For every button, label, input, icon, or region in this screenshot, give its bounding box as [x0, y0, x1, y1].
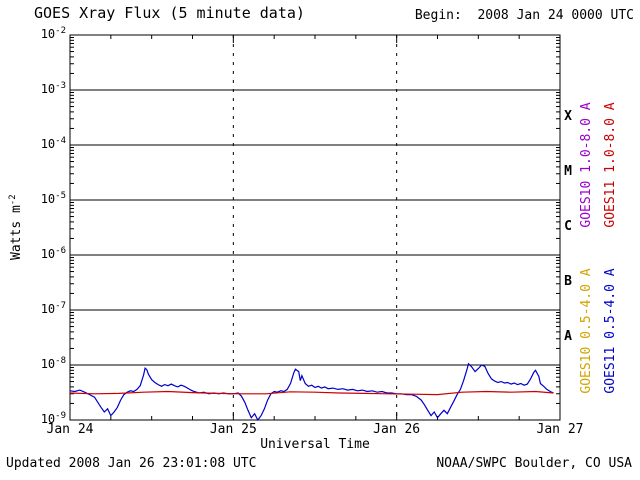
- y-tick-label: 10-7: [40, 301, 66, 316]
- updated-timestamp: Updated 2008 Jan 26 23:01:08 UTC: [6, 456, 257, 471]
- legend-goes11-short-channel: GOES11 0.5-4.0 A: [603, 268, 618, 394]
- legend-goes11-long-channel: GOES11 1.0-8.0 A: [603, 102, 618, 228]
- series-goes11-1-0-8-0-a: [69, 390, 554, 396]
- x-tick-label: Jan 26: [373, 422, 421, 437]
- y-tick-label: 10-3: [40, 81, 66, 96]
- x-tick-label: Jan 24: [46, 422, 94, 437]
- flare-class-a: A: [564, 328, 572, 344]
- legend-goes10-short-channel: GOES10 0.5-4.0 A: [579, 268, 594, 394]
- x-tick-label: Jan 27: [536, 422, 584, 437]
- chart-title: GOES Xray Flux (5 minute data): [34, 4, 305, 22]
- legend-goes10-long-channel: GOES10 1.0-8.0 A: [579, 102, 594, 228]
- flare-class-c: C: [564, 218, 572, 234]
- series-goes11-0-5-4-0-a: [69, 362, 554, 422]
- y-tick-label: 10-8: [40, 356, 66, 371]
- y-tick-label: 10-4: [40, 136, 66, 151]
- source-attribution: NOAA/SWPC Boulder, CO USA: [436, 456, 632, 471]
- plot-border: [69, 34, 561, 421]
- flare-class-x: X: [564, 108, 572, 124]
- x-tick-label: Jan 25: [209, 422, 257, 437]
- y-tick-label: 10-5: [40, 191, 66, 206]
- y-tick-label: 10-9: [40, 411, 66, 426]
- x-axis-label: Universal Time: [260, 437, 370, 452]
- y-tick-label: 10-6: [40, 246, 66, 261]
- y-tick-label: 10-2: [40, 26, 66, 41]
- flare-class-m: M: [564, 163, 572, 179]
- flare-class-b: B: [564, 273, 572, 289]
- begin-timestamp: Begin: 2008 Jan 24 0000 UTC: [414, 8, 634, 23]
